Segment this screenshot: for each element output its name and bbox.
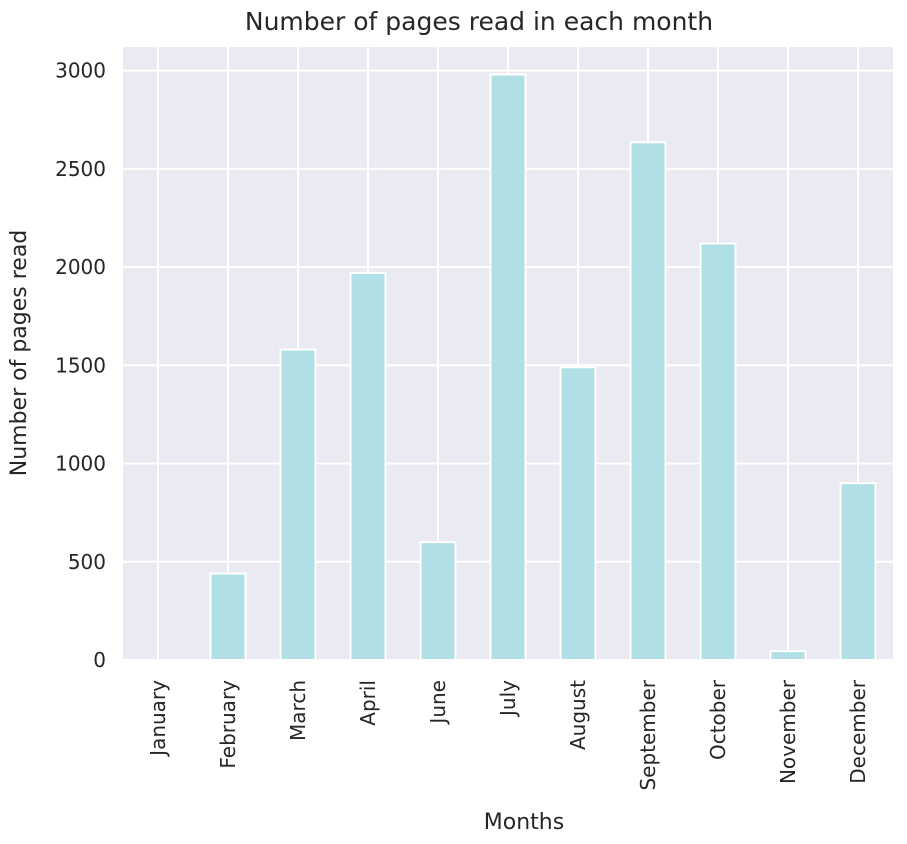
- bars: [209, 73, 877, 662]
- x-tick-label: January: [146, 680, 170, 758]
- bar-september: [629, 141, 667, 662]
- x-tick-label: November: [776, 679, 800, 784]
- y-tick-label: 1000: [55, 452, 106, 476]
- bar-november: [769, 650, 807, 661]
- y-axis-label: Number of pages read: [7, 230, 32, 477]
- y-tick-label: 2000: [55, 255, 106, 279]
- bar-october: [699, 242, 737, 661]
- x-tick-label: August: [566, 680, 590, 750]
- x-tick-label: September: [636, 679, 660, 790]
- bar-april: [349, 271, 387, 661]
- x-tick-label: April: [356, 680, 380, 726]
- y-tick-label: 500: [68, 550, 106, 574]
- chart-title: Number of pages read in each month: [245, 7, 713, 36]
- x-tick-labels: January February March April June July August S…: [146, 679, 870, 790]
- bar-august: [559, 366, 597, 661]
- x-tick-label: June: [426, 680, 450, 726]
- y-tick-label: 2500: [55, 157, 106, 181]
- x-tick-label: March: [286, 680, 310, 741]
- x-tick-label: October: [706, 679, 730, 760]
- bar-march: [279, 348, 317, 661]
- bar-june: [419, 541, 457, 661]
- bar-december: [839, 482, 877, 661]
- x-tick-label: July: [496, 680, 520, 718]
- x-axis-label: Months: [484, 810, 564, 835]
- y-tick-labels: 0 500 1000 1500 2000 2500 3000: [55, 59, 106, 672]
- bar-february: [209, 572, 247, 661]
- y-tick-label: 3000: [55, 59, 106, 83]
- y-tick-label: 1500: [55, 353, 106, 377]
- bar-july: [489, 73, 527, 661]
- y-tick-label: 0: [93, 648, 106, 672]
- x-tick-label: December: [846, 679, 870, 783]
- x-tick-label: February: [216, 680, 240, 769]
